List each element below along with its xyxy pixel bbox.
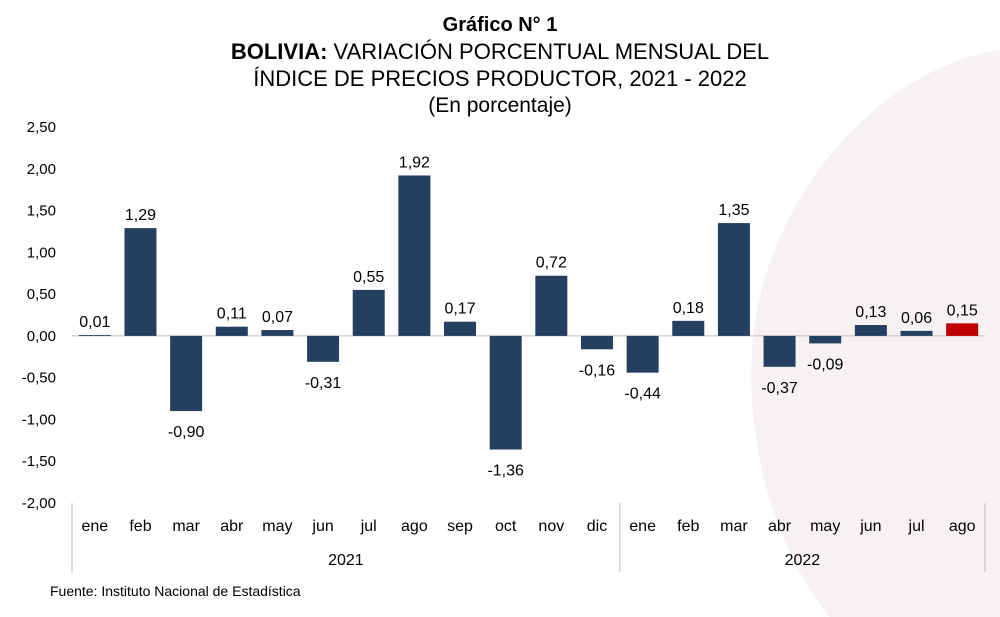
bar xyxy=(763,335,796,367)
bar xyxy=(626,335,659,373)
data-label: -0,37 xyxy=(761,380,798,397)
bar xyxy=(215,326,248,336)
x-category-label: oct xyxy=(495,518,517,535)
bar xyxy=(489,335,522,450)
x-category-label: jul xyxy=(908,518,925,535)
y-tick-label: -2,00 xyxy=(22,495,56,512)
bar xyxy=(535,275,568,336)
y-tick-label: -0,50 xyxy=(22,370,56,387)
source-note: Fuente: Instituto Nacional de Estadístic… xyxy=(50,583,301,599)
chart-title-line1: BOLIVIA: VARIACIÓN PORCENTUAL MENSUAL DE… xyxy=(0,38,1000,65)
chart-subtitle: (En porcentaje) xyxy=(428,94,572,117)
chart-title-rest: VARIACIÓN PORCENTUAL MENSUAL DEL xyxy=(327,39,770,64)
x-category-label: jun xyxy=(311,518,333,535)
data-label: 0,17 xyxy=(444,301,475,318)
x-group-label: 2022 xyxy=(785,552,821,569)
x-category-label: ene xyxy=(629,518,656,535)
x-category-label: feb xyxy=(129,518,151,535)
bar xyxy=(444,321,477,336)
data-label: 0,13 xyxy=(855,304,886,321)
chart-title-line2: ÍNDICE DE PRECIOS PRODUCTOR, 2021 - 2022 xyxy=(253,66,747,91)
data-label: 1,92 xyxy=(399,154,430,171)
data-label: 1,35 xyxy=(718,202,749,219)
data-label: 0,15 xyxy=(947,302,978,319)
bar xyxy=(124,228,157,336)
y-tick-label: 0,00 xyxy=(27,328,56,345)
data-label: -0,31 xyxy=(305,375,342,392)
y-tick-label: 2,00 xyxy=(27,161,56,178)
x-category-label: may xyxy=(262,518,292,535)
x-category-label: ene xyxy=(81,518,108,535)
x-group-label: 2021 xyxy=(328,552,364,569)
bar xyxy=(398,175,431,336)
chart-title-country: BOLIVIA: xyxy=(230,39,328,64)
data-label: 1,29 xyxy=(125,207,156,224)
data-label: 0,72 xyxy=(536,255,567,272)
y-tick-label: 2,50 xyxy=(27,119,56,136)
y-tick-label: 1,00 xyxy=(27,244,56,261)
data-label: -0,16 xyxy=(579,362,616,379)
bar xyxy=(672,320,705,336)
bar xyxy=(307,335,340,362)
data-label: -0,09 xyxy=(807,356,844,373)
chart-title-block: Gráfico N° 1 BOLIVIA: VARIACIÓN PORCENTU… xyxy=(0,12,1000,119)
x-category-label: jun xyxy=(859,518,881,535)
data-label: 0,06 xyxy=(901,310,932,327)
bar xyxy=(946,323,979,336)
x-category-label: sep xyxy=(447,518,473,535)
bar xyxy=(900,330,933,336)
data-label: 0,11 xyxy=(217,306,247,323)
x-category-label: abr xyxy=(220,518,244,535)
data-label: -1,36 xyxy=(487,463,524,480)
x-category-label: jul xyxy=(360,518,377,535)
y-tick-label: -1,50 xyxy=(22,453,56,470)
data-label: 0,55 xyxy=(353,269,384,286)
bar xyxy=(717,223,750,336)
bar xyxy=(809,335,842,344)
bar xyxy=(580,335,613,350)
data-label: -0,44 xyxy=(624,386,661,403)
bar xyxy=(854,325,887,336)
bar xyxy=(261,330,294,336)
x-category-label: nov xyxy=(538,518,564,535)
x-category-label: dic xyxy=(587,518,607,535)
x-category-label: mar xyxy=(720,518,748,535)
chart-number: Gráfico N° 1 xyxy=(442,14,558,36)
x-category-label: feb xyxy=(677,518,699,535)
x-category-label: abr xyxy=(768,518,792,535)
data-label: 0,07 xyxy=(262,309,293,326)
x-category-label: ago xyxy=(401,518,428,535)
y-tick-label: 1,50 xyxy=(27,203,56,220)
x-category-label: ago xyxy=(949,518,976,535)
y-tick-label: 0,50 xyxy=(27,286,56,303)
x-category-label: may xyxy=(810,518,840,535)
data-label: 0,18 xyxy=(673,300,704,317)
x-category-label: mar xyxy=(172,518,200,535)
bar xyxy=(352,289,385,336)
bar xyxy=(78,335,111,336)
data-label: -0,90 xyxy=(168,424,205,441)
bar xyxy=(170,335,203,412)
y-tick-label: -1,00 xyxy=(22,411,56,428)
data-label: 0,01 xyxy=(79,314,110,331)
